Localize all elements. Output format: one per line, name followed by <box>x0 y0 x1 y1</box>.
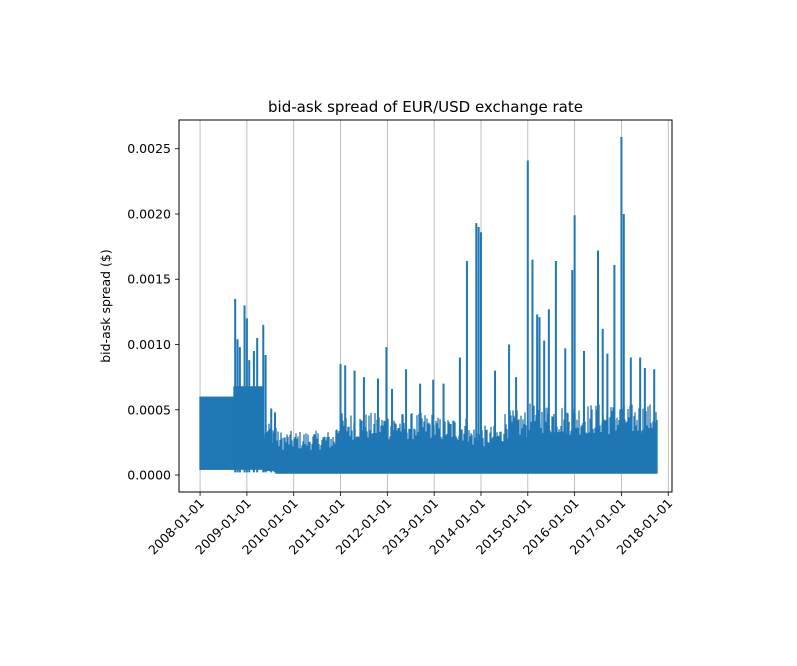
plot-area <box>199 136 658 474</box>
y-tick-label: 0.0005 <box>127 402 171 417</box>
y-axis: 0.0000 0.0005 0.0010 0.0015 0.0020 0.0025 <box>127 141 179 483</box>
y-tick-label: 0.0000 <box>127 468 171 483</box>
y-tick-label: 0.0025 <box>127 141 171 156</box>
chart-title: bid-ask spread of EUR/USD exchange rate <box>268 98 583 116</box>
y-tick-label: 0.0015 <box>127 272 171 287</box>
y-tick-label: 0.0010 <box>127 337 171 352</box>
spread-band-2008 <box>200 396 234 470</box>
axes-frame <box>178 119 673 493</box>
y-tick-label: 0.0020 <box>127 206 171 221</box>
y-axis-label: bid-ask spread ($) <box>98 249 113 363</box>
x-axis: 2008-01-012009-01-012010-01-012011-01-01… <box>145 492 675 557</box>
